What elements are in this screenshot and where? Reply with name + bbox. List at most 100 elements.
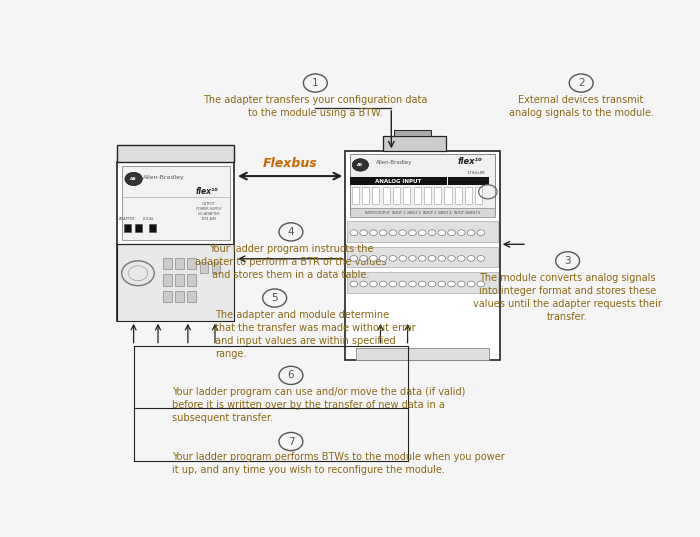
Circle shape [399, 230, 407, 236]
Text: 1794xIM: 1794xIM [466, 171, 484, 175]
FancyBboxPatch shape [122, 166, 230, 240]
FancyBboxPatch shape [118, 162, 234, 321]
Circle shape [458, 256, 465, 262]
Text: The adapter transfers your configuration data
to the module using a BTW.: The adapter transfers your configuration… [203, 96, 428, 118]
FancyBboxPatch shape [347, 247, 498, 267]
Circle shape [467, 281, 475, 287]
Circle shape [399, 256, 407, 262]
FancyBboxPatch shape [163, 291, 172, 302]
Text: ADAPTER: ADAPTER [119, 217, 135, 221]
FancyBboxPatch shape [118, 145, 234, 162]
Text: Your ladder program instructs the
adapter to perform a BTR of the values
and sto: Your ladder program instructs the adapte… [195, 244, 386, 280]
Text: 5: 5 [272, 293, 278, 303]
FancyBboxPatch shape [349, 177, 447, 185]
Circle shape [370, 281, 377, 287]
FancyBboxPatch shape [176, 258, 184, 269]
FancyBboxPatch shape [351, 187, 358, 204]
Circle shape [389, 256, 397, 262]
FancyBboxPatch shape [393, 187, 400, 204]
Text: AB: AB [130, 177, 137, 181]
FancyBboxPatch shape [434, 187, 441, 204]
Text: OUTPUT
POWER SUPPLY
I/O ADAPTER
1794-AIM: OUTPUT POWER SUPPLY I/O ADAPTER 1794-AIM [195, 202, 221, 221]
FancyBboxPatch shape [163, 274, 172, 286]
Text: Allen-Bradley: Allen-Bradley [376, 161, 412, 165]
Circle shape [438, 256, 446, 262]
FancyBboxPatch shape [394, 130, 431, 135]
Circle shape [360, 230, 368, 236]
Text: 4: 4 [288, 227, 294, 237]
FancyBboxPatch shape [349, 154, 496, 215]
Circle shape [438, 230, 446, 236]
Circle shape [350, 281, 358, 287]
Circle shape [360, 256, 368, 262]
FancyBboxPatch shape [345, 151, 500, 360]
Circle shape [370, 230, 377, 236]
Circle shape [409, 281, 416, 287]
FancyBboxPatch shape [134, 224, 141, 232]
Circle shape [419, 281, 426, 287]
Text: ANALOG INPUT: ANALOG INPUT [375, 179, 421, 184]
Circle shape [438, 281, 446, 287]
FancyBboxPatch shape [347, 221, 498, 242]
Text: Your ladder program performs BTWs to the module when you power
it up, and any ti: Your ladder program performs BTWs to the… [172, 452, 504, 475]
FancyBboxPatch shape [347, 272, 498, 293]
Text: 3: 3 [564, 256, 571, 266]
Circle shape [389, 230, 397, 236]
Circle shape [467, 230, 475, 236]
FancyBboxPatch shape [444, 187, 452, 204]
Circle shape [379, 256, 387, 262]
Text: Flexbus: Flexbus [262, 157, 317, 170]
Text: Your ladder program can use and/or move the data (if valid)
before it is written: Your ladder program can use and/or move … [172, 387, 465, 423]
Circle shape [389, 281, 397, 287]
Text: Allen-Bradley: Allen-Bradley [143, 175, 184, 180]
Circle shape [428, 281, 436, 287]
FancyBboxPatch shape [475, 187, 482, 204]
Circle shape [467, 256, 475, 262]
Circle shape [370, 256, 377, 262]
Text: LOCAL: LOCAL [143, 217, 155, 221]
Circle shape [448, 281, 455, 287]
Circle shape [350, 230, 358, 236]
Text: 2: 2 [578, 78, 584, 88]
Circle shape [419, 256, 426, 262]
Circle shape [458, 281, 465, 287]
FancyBboxPatch shape [356, 347, 489, 360]
FancyBboxPatch shape [176, 274, 184, 286]
FancyBboxPatch shape [163, 258, 172, 269]
Text: 6: 6 [288, 371, 294, 380]
FancyBboxPatch shape [188, 274, 196, 286]
Text: External devices transmit
analog signals to the module.: External devices transmit analog signals… [509, 96, 654, 118]
FancyBboxPatch shape [465, 187, 472, 204]
Text: flex¹⁰: flex¹⁰ [195, 187, 218, 196]
Circle shape [477, 281, 484, 287]
Text: AB: AB [358, 163, 363, 167]
FancyBboxPatch shape [125, 224, 132, 232]
FancyBboxPatch shape [176, 291, 184, 302]
FancyBboxPatch shape [188, 291, 196, 302]
Text: 7: 7 [288, 437, 294, 447]
FancyBboxPatch shape [449, 177, 489, 185]
Text: The adapter and module determine
that the transfer was made without error
and in: The adapter and module determine that th… [215, 310, 416, 359]
Text: The module converts analog signals
into integer format and stores these
values u: The module converts analog signals into … [473, 273, 662, 322]
FancyBboxPatch shape [414, 187, 421, 204]
FancyBboxPatch shape [199, 262, 209, 273]
Text: 1: 1 [312, 78, 318, 88]
FancyBboxPatch shape [362, 187, 369, 204]
Circle shape [350, 256, 358, 262]
FancyBboxPatch shape [188, 258, 196, 269]
Circle shape [448, 230, 455, 236]
Circle shape [458, 230, 465, 236]
Circle shape [419, 230, 426, 236]
FancyBboxPatch shape [383, 135, 445, 151]
Circle shape [448, 256, 455, 262]
Circle shape [360, 281, 368, 287]
Circle shape [379, 281, 387, 287]
FancyBboxPatch shape [349, 207, 496, 216]
Circle shape [409, 256, 416, 262]
FancyBboxPatch shape [372, 187, 379, 204]
Circle shape [477, 256, 484, 262]
FancyBboxPatch shape [424, 187, 431, 204]
FancyBboxPatch shape [118, 244, 234, 321]
Text: INPUT/OUTPUT  INPUT 1  INPUT 2  INPUT 3  INPUT 4  INPUT 5INPUT 6: INPUT/OUTPUT INPUT 1 INPUT 2 INPUT 3 INP… [365, 211, 480, 215]
Circle shape [428, 256, 436, 262]
